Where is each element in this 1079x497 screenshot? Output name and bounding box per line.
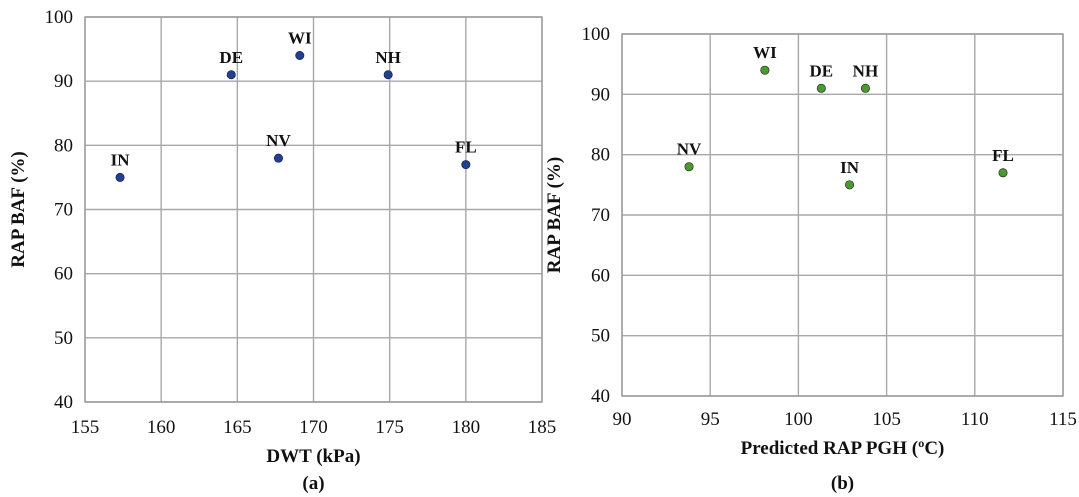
data-label-nh: NH: [375, 48, 401, 67]
data-point-wi: [760, 65, 770, 75]
data-point-nh: [383, 70, 393, 80]
x-tick-label: 115: [1049, 409, 1077, 430]
y-tick-label: 90: [54, 71, 73, 92]
data-label-in: IN: [840, 158, 860, 177]
y-axis-title: RAP BAF (%): [544, 157, 565, 273]
x-tick-label: 100: [784, 409, 813, 430]
data-label-wi: WI: [288, 29, 312, 48]
y-tick-label: 80: [54, 135, 73, 156]
data-point-wi: [295, 50, 305, 60]
y-tick-label: 50: [591, 326, 610, 347]
y-tick-label: 70: [54, 200, 73, 221]
y-tick-label: 60: [591, 265, 610, 286]
x-tick-label: 170: [299, 417, 328, 438]
data-point-in: [115, 172, 125, 182]
x-tick-label: 90: [613, 409, 632, 430]
x-tick-label: 105: [872, 409, 901, 430]
data-label-de: DE: [219, 48, 243, 67]
data-point-de: [816, 83, 826, 93]
y-tick-label: 40: [591, 386, 610, 407]
data-label-de: DE: [810, 61, 834, 80]
x-axis-title: Predicted RAP PGH (ºC): [741, 438, 945, 459]
y-tick-label: 100: [582, 24, 611, 45]
y-tick-label: 100: [45, 7, 74, 28]
y-tick-label: 60: [54, 264, 73, 285]
panel-label: (b): [831, 473, 854, 494]
chart-panel-0: 155 160 165 170 175 180 185 40 50 60 70 80 90 100 DWT …: [8, 7, 556, 494]
y-axis-title: RAP BAF (%): [8, 151, 29, 267]
x-tick-label: 160: [147, 417, 176, 438]
chart-panel-1: 90 95 100 105 110 115 40 50 60 70 80 90 100 Predicted…: [544, 24, 1077, 494]
x-tick-label: 175: [375, 417, 404, 438]
y-tick-label: 70: [591, 205, 610, 226]
data-point-in: [845, 180, 855, 190]
data-label-nv: NV: [677, 140, 702, 159]
data-label-in: IN: [111, 150, 131, 169]
x-axis-title: DWT (kPa): [266, 446, 360, 467]
y-tick-label: 90: [591, 84, 610, 105]
data-point-nv: [684, 162, 694, 172]
data-label-fl: FL: [992, 146, 1014, 165]
y-tick-label: 80: [591, 145, 610, 166]
x-tick-label: 95: [701, 409, 720, 430]
data-point-fl: [461, 160, 471, 170]
plot-area: [84, 16, 543, 403]
x-tick-label: 110: [961, 409, 989, 430]
data-point-nh: [860, 83, 870, 93]
y-tick-label: 40: [54, 392, 73, 413]
x-tick-label: 185: [528, 417, 557, 438]
plot-area: [621, 33, 1064, 397]
data-point-de: [226, 70, 236, 80]
y-tick-label: 50: [54, 328, 73, 349]
data-point-fl: [998, 168, 1008, 178]
data-label-nh: NH: [853, 61, 879, 80]
x-tick-label: 165: [223, 417, 252, 438]
data-label-wi: WI: [753, 43, 777, 62]
data-label-fl: FL: [455, 138, 477, 157]
data-label-nv: NV: [266, 131, 291, 150]
panel-label: (a): [302, 473, 324, 494]
x-tick-label: 155: [71, 417, 100, 438]
data-point-nv: [273, 153, 283, 163]
x-tick-label: 180: [452, 417, 481, 438]
